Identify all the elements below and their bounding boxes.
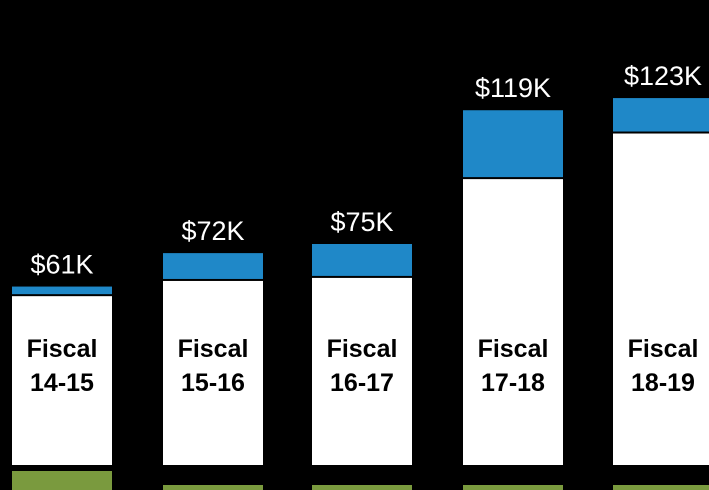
baseline-segment — [463, 485, 563, 490]
bar-main-segment — [12, 296, 112, 465]
bar-main-segment — [613, 133, 709, 465]
labels-group: $61K Fiscal 14-15 $72K Fiscal 15-16 $75K Fiscal… — [27, 61, 702, 397]
category-label: 18-19 — [631, 369, 695, 397]
bar-top-segment — [163, 253, 263, 279]
bar-value-label: $72K — [181, 216, 244, 246]
bar-main-segment — [163, 280, 263, 465]
baseline-segment — [613, 485, 709, 490]
category-label: Fiscal — [628, 335, 699, 363]
category-label: Fiscal — [478, 335, 549, 363]
bars-group — [12, 98, 709, 465]
bar-value-label: $75K — [330, 207, 393, 237]
baseline-segment — [12, 471, 112, 490]
category-label: Fiscal — [178, 335, 249, 363]
category-label: Fiscal — [27, 335, 98, 363]
bar-top-segment — [613, 98, 709, 132]
category-label: 14-15 — [30, 369, 94, 397]
bar-top-segment — [12, 286, 112, 295]
bar-value-label: $61K — [30, 250, 93, 280]
baseline-segment — [312, 485, 412, 490]
category-label: 17-18 — [481, 369, 545, 397]
bar-main-segment — [312, 277, 412, 465]
baseline-segment — [163, 485, 263, 490]
bar-top-segment — [463, 110, 563, 178]
bar-value-label: $119K — [475, 73, 551, 103]
category-label: Fiscal — [327, 335, 398, 363]
category-label: 15-16 — [181, 369, 245, 397]
baseline-strip — [12, 471, 709, 490]
bar-value-label: $123K — [624, 61, 702, 91]
bar-top-segment — [312, 244, 412, 276]
category-label: 16-17 — [330, 369, 394, 397]
bar-main-segment — [463, 179, 563, 465]
